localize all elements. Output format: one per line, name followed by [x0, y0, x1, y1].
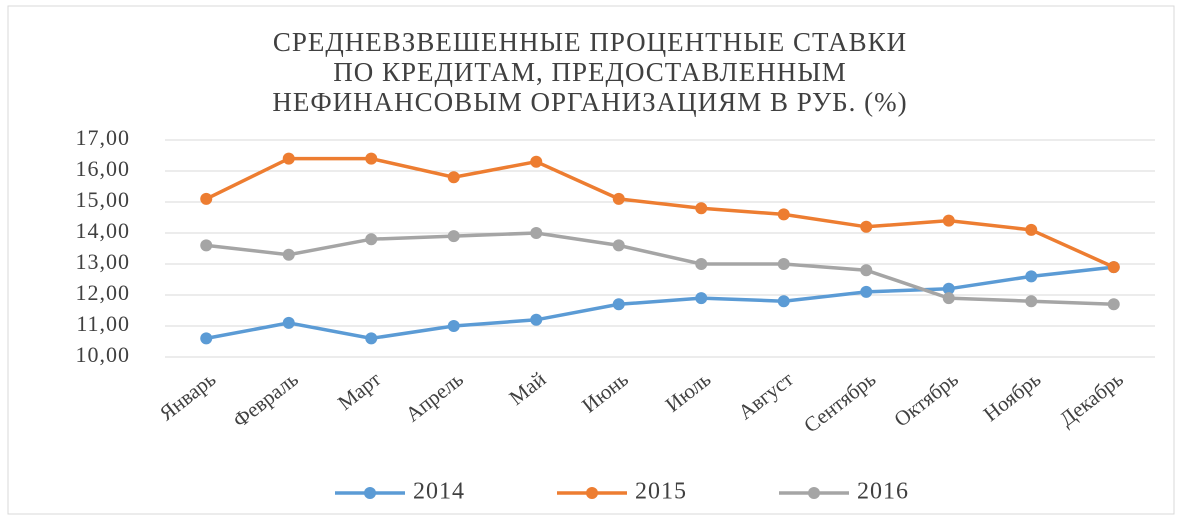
data-point	[612, 239, 625, 252]
data-point	[942, 282, 955, 295]
data-point	[612, 298, 625, 311]
data-point	[200, 192, 213, 205]
data-point	[612, 192, 625, 205]
data-point	[860, 285, 873, 298]
data-point	[777, 208, 790, 221]
data-point	[530, 313, 543, 326]
data-point	[860, 264, 873, 277]
chart-title: НЕФИНАНСОВЫМ ОРГАНИЗАЦИЯМ В РУБ. (%)	[272, 87, 907, 117]
data-point	[942, 214, 955, 227]
legend-label: 2015	[635, 479, 687, 505]
data-point	[860, 220, 873, 233]
y-tick-label: 10,00	[76, 342, 131, 367]
data-point	[530, 227, 543, 239]
data-point	[200, 332, 213, 345]
data-point	[1107, 261, 1120, 274]
data-point	[365, 233, 378, 246]
data-point	[777, 295, 790, 308]
data-point	[1025, 223, 1038, 236]
y-tick-label: 14,00	[76, 218, 131, 243]
data-point	[1107, 298, 1120, 311]
data-point	[365, 332, 378, 345]
chart-title: СРЕДНЕВЗВЕШЕННЫЕ ПРОЦЕНТНЫЕ СТАВКИ	[273, 27, 907, 57]
data-point	[282, 316, 295, 329]
legend-label: 2014	[413, 479, 465, 505]
legend-marker	[808, 487, 820, 499]
data-point	[282, 152, 295, 165]
data-point	[200, 239, 213, 252]
data-point	[1025, 270, 1038, 283]
legend-marker	[364, 487, 376, 499]
data-point	[695, 258, 708, 270]
y-tick-label: 13,00	[76, 249, 131, 274]
data-point	[447, 320, 460, 332]
data-point	[942, 292, 955, 305]
y-tick-label: 17,00	[76, 125, 131, 150]
series-line	[206, 231, 1114, 307]
data-point	[365, 152, 378, 165]
y-tick-label: 16,00	[76, 156, 131, 181]
y-tick-label: 11,00	[76, 311, 130, 336]
series-line	[205, 265, 1114, 341]
data-point	[695, 292, 708, 305]
series-line	[205, 156, 1115, 269]
chart-title: ПО КРЕДИТАМ, ПРЕДОСТАВЛЕННЫМ	[333, 57, 847, 87]
data-point	[1025, 295, 1038, 308]
data-point	[777, 258, 790, 270]
data-point	[447, 171, 460, 184]
chart-border	[7, 5, 1175, 515]
legend-marker	[586, 487, 598, 499]
data-point	[530, 155, 543, 168]
y-tick-label: 15,00	[76, 187, 131, 212]
y-tick-label: 12,00	[76, 280, 131, 305]
legend-label: 2016	[857, 479, 909, 505]
data-point	[447, 230, 460, 243]
data-point	[282, 248, 295, 261]
data-point	[695, 202, 708, 215]
